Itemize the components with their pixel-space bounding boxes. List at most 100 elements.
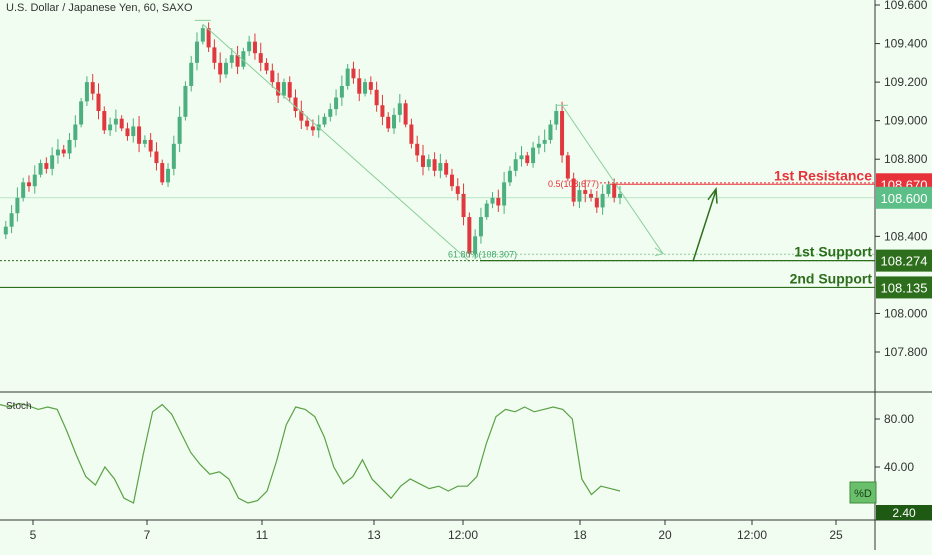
stoch-d-badge-label: %D	[854, 488, 872, 500]
price-axis-panel	[875, 0, 932, 550]
candle-body	[415, 143, 420, 156]
candle-body	[73, 124, 78, 140]
price-tick-label: 109.200	[884, 75, 928, 89]
candle-body	[235, 55, 240, 67]
candle-body	[478, 217, 483, 237]
candle-body	[583, 190, 588, 194]
level-price-label: 108.135	[881, 280, 928, 295]
candle-body	[531, 147, 536, 164]
level-price-tag	[876, 249, 932, 272]
candle-body	[594, 197, 599, 208]
candle-body	[600, 193, 605, 208]
candle-body	[252, 41, 257, 54]
candle-body	[148, 139, 153, 152]
candle-body	[461, 193, 466, 218]
projection-arrowhead-up	[707, 187, 718, 204]
candle-body	[206, 28, 211, 48]
candle-body	[195, 41, 200, 63]
candle-body	[392, 114, 397, 129]
candle-body	[386, 116, 391, 129]
stoch-value-label: 2.40	[892, 506, 916, 520]
candle-body	[166, 168, 171, 183]
candle-body	[142, 139, 147, 144]
symbol-title: U.S. Dollar / Japanese Yen, 60, SAXO	[6, 2, 193, 14]
candle-body	[9, 213, 14, 227]
candle-body	[223, 62, 228, 75]
candle-body	[513, 159, 518, 171]
level-label: 1st Resistance	[774, 167, 872, 183]
candle-body	[299, 111, 304, 121]
fib-61-annotation: 61.80%(108.307)	[448, 249, 517, 259]
stoch-tick-label: 80.00	[884, 412, 914, 426]
candle-body	[119, 118, 124, 129]
candle-body	[606, 184, 611, 194]
candle-body	[61, 149, 66, 154]
time-tick-label: 18	[573, 528, 587, 542]
candle-body	[589, 193, 594, 198]
time-tick-label: 20	[658, 528, 672, 542]
candle-body	[612, 184, 617, 198]
stoch-tick-label: 40.00	[884, 460, 914, 474]
candle-body	[177, 116, 182, 144]
current-price-label: 108.600	[881, 191, 928, 206]
fib-trend-line	[202, 23, 470, 262]
candle-body	[403, 103, 408, 125]
candlestick-series	[3, 22, 622, 260]
candle-body	[171, 143, 176, 169]
candle-body	[21, 182, 26, 198]
candle-body	[26, 182, 31, 187]
candle-body	[113, 118, 118, 125]
candle-body	[96, 93, 101, 112]
candle-body	[438, 163, 443, 171]
candle-body	[380, 105, 385, 117]
candle-body	[15, 197, 20, 214]
price-tick-label: 107.800	[884, 345, 928, 359]
candle-body	[548, 124, 553, 140]
candle-body	[357, 78, 362, 94]
candle-body	[241, 51, 246, 67]
price-tick-label: 109.400	[884, 37, 928, 51]
price-tick-label: 108.800	[884, 152, 928, 166]
price-tick-label: 109.000	[884, 114, 928, 128]
stoch-indicator-label: Stoch	[6, 401, 32, 412]
candle-body	[90, 82, 95, 94]
projection-line-down	[561, 104, 664, 254]
price-tick-label: 108.000	[884, 306, 928, 320]
time-tick-label: 12:00	[448, 528, 478, 542]
level-label: 1st Support	[794, 244, 872, 260]
candle-body	[519, 155, 524, 160]
candle-body	[84, 82, 89, 102]
candle-body	[490, 197, 495, 204]
candle-body	[38, 163, 43, 175]
candle-body	[287, 82, 292, 98]
candle-body	[455, 186, 460, 194]
candle-body	[473, 236, 478, 254]
candle-body	[571, 178, 576, 202]
level-label: 2nd Support	[790, 270, 873, 286]
candle-body	[444, 163, 449, 175]
candle-body	[218, 62, 223, 75]
candle-body	[305, 120, 310, 127]
candle-body	[507, 170, 512, 183]
candle-body	[426, 159, 431, 167]
candle-body	[264, 62, 269, 71]
candle-body	[484, 203, 489, 218]
candle-body	[276, 82, 281, 96]
candle-body	[363, 82, 368, 94]
candle-body	[432, 159, 437, 171]
candle-body	[67, 139, 72, 154]
candle-body	[345, 68, 350, 86]
candle-body	[542, 139, 547, 144]
candle-body	[3, 226, 8, 235]
candle-body	[229, 55, 234, 63]
time-tick-label: 11	[256, 528, 269, 542]
candle-body	[55, 149, 60, 156]
stoch-line	[0, 402, 621, 504]
candle-body	[449, 174, 454, 187]
candle-body	[467, 217, 472, 254]
candle-body	[374, 89, 379, 106]
candle-body	[200, 28, 205, 42]
candle-body	[560, 111, 565, 156]
